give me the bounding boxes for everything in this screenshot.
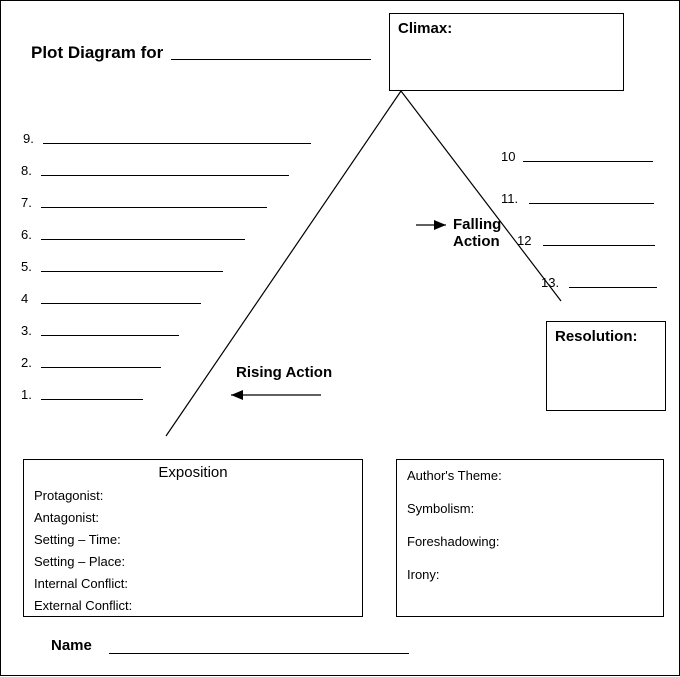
exposition-setting-time: Setting – Time: bbox=[34, 532, 352, 547]
literary-irony: Irony: bbox=[407, 567, 653, 582]
rising-blank-8 bbox=[41, 175, 289, 176]
rising-blank-5 bbox=[41, 271, 223, 272]
rising-num-3: 3. bbox=[21, 323, 32, 338]
falling-num-11: 11. bbox=[501, 191, 518, 206]
exposition-internal-conflict: Internal Conflict: bbox=[34, 576, 352, 591]
falling-num-12: 12 bbox=[517, 233, 531, 248]
exposition-protagonist: Protagonist: bbox=[34, 488, 352, 503]
falling-num-13: 13. bbox=[541, 275, 559, 290]
climax-label: Climax: bbox=[398, 20, 615, 37]
rising-blank-1 bbox=[41, 399, 143, 400]
climax-box: Climax: bbox=[389, 13, 624, 91]
exposition-antagonist: Antagonist: bbox=[34, 510, 352, 525]
falling-blank-13 bbox=[569, 287, 657, 288]
exposition-external-conflict: External Conflict: bbox=[34, 598, 352, 613]
name-label: Name bbox=[51, 637, 92, 654]
rising-num-7: 7. bbox=[21, 195, 32, 210]
literary-symbolism: Symbolism: bbox=[407, 501, 653, 516]
literary-foreshadowing: Foreshadowing: bbox=[407, 534, 653, 549]
title-blank bbox=[171, 59, 371, 60]
rising-blank-2 bbox=[41, 367, 161, 368]
rising-blank-3 bbox=[41, 335, 179, 336]
rising-num-6: 6. bbox=[21, 227, 32, 242]
rising-num-4: 4 bbox=[21, 291, 28, 306]
rising-blank-9 bbox=[43, 143, 311, 144]
falling-action-label: Falling Action bbox=[453, 216, 501, 251]
rising-blank-7 bbox=[41, 207, 267, 208]
rising-num-1: 1. bbox=[21, 387, 32, 402]
rising-num-9: 9. bbox=[23, 131, 34, 146]
resolution-box: Resolution: bbox=[546, 321, 666, 411]
literary-theme: Author's Theme: bbox=[407, 468, 653, 483]
rising-blank-6 bbox=[41, 239, 245, 240]
falling-blank-10 bbox=[523, 161, 653, 162]
rising-num-5: 5. bbox=[21, 259, 32, 274]
name-blank bbox=[109, 653, 409, 654]
rising-num-2: 2. bbox=[21, 355, 32, 370]
page-title-prefix: Plot Diagram for bbox=[31, 43, 163, 63]
falling-num-10: 10 bbox=[501, 149, 515, 164]
exposition-title: Exposition bbox=[34, 464, 352, 481]
exposition-setting-place: Setting – Place: bbox=[34, 554, 352, 569]
resolution-label: Resolution: bbox=[555, 328, 657, 345]
falling-blank-12 bbox=[543, 245, 655, 246]
literary-box: Author's Theme: Symbolism: Foreshadowing… bbox=[396, 459, 664, 617]
falling-blank-11 bbox=[529, 203, 654, 204]
exposition-box: Exposition Protagonist: Antagonist: Sett… bbox=[23, 459, 363, 617]
rising-blank-4 bbox=[41, 303, 201, 304]
rising-num-8: 8. bbox=[21, 163, 32, 178]
rising-action-label: Rising Action bbox=[236, 364, 332, 381]
